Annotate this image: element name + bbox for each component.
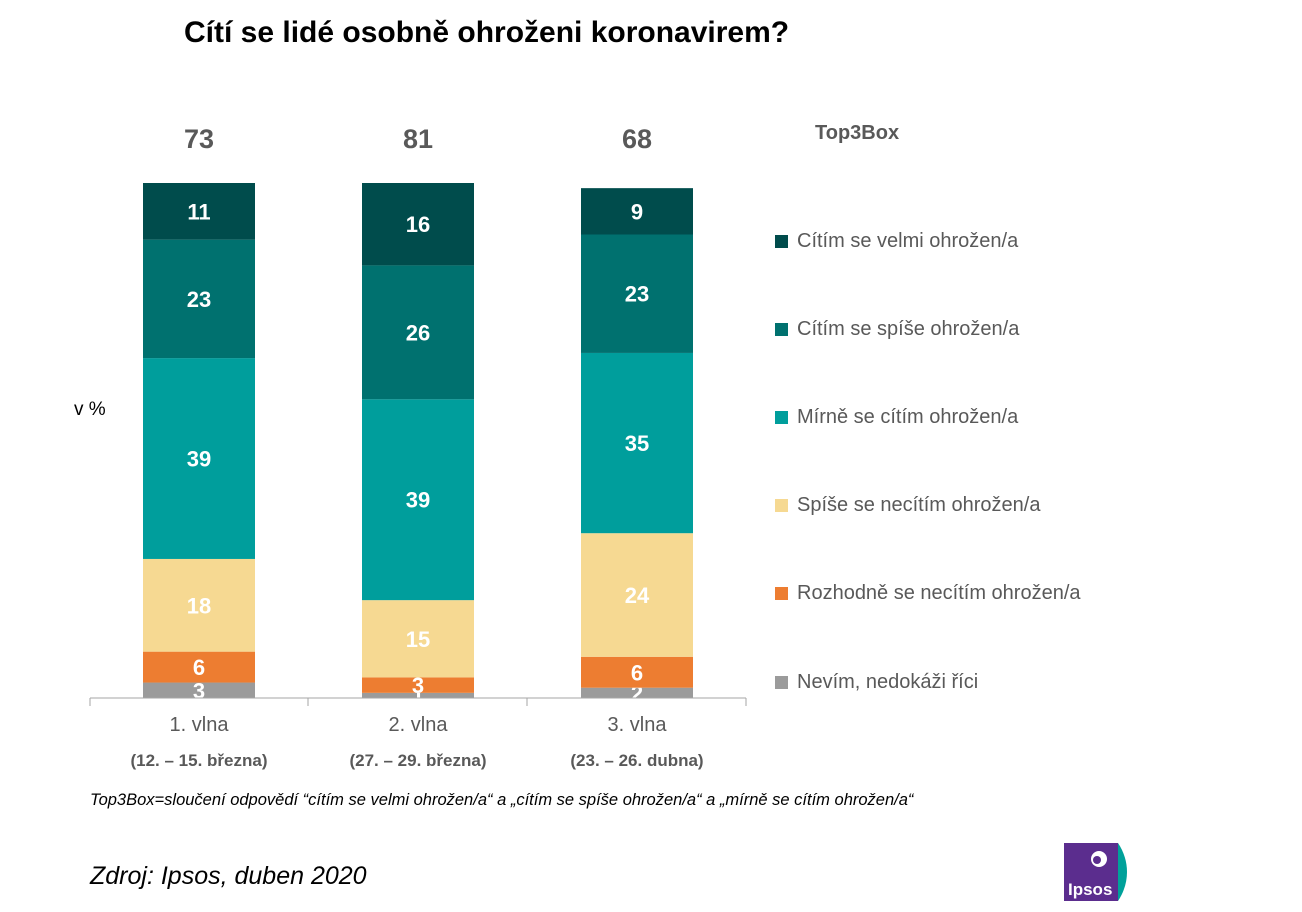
x-tick-date-label: (27. – 29. března) xyxy=(349,751,486,770)
data-label: 6 xyxy=(193,655,205,680)
bar-segment xyxy=(143,358,255,559)
legend-swatch xyxy=(775,322,788,336)
data-label: 16 xyxy=(406,212,430,237)
legend-item: Mírně se cítím ohrožen/a xyxy=(775,405,1018,429)
bar-segment xyxy=(143,651,255,683)
legend-item: Cítím se spíše ohrožen/a xyxy=(775,317,1019,341)
bar-segment xyxy=(581,533,693,657)
legend-swatch xyxy=(775,499,788,513)
data-label: 6 xyxy=(631,660,643,685)
legend-label: Spíše se necítím ohrožen/a xyxy=(797,494,1041,517)
bar-segment xyxy=(581,656,693,688)
legend-swatch xyxy=(775,410,788,424)
bar-segment xyxy=(143,183,255,240)
bar-segment xyxy=(581,687,693,698)
top3box-total: 73 xyxy=(184,124,214,154)
x-tick-date-label: (12. – 15. března) xyxy=(130,751,267,770)
chart-title: Cítí se lidé osobně ohroženi koronavirem… xyxy=(184,16,790,49)
data-label: 23 xyxy=(187,287,211,312)
bar-segment xyxy=(143,239,255,359)
bar-segment xyxy=(362,692,474,698)
bar-segment xyxy=(362,600,474,678)
legend-label: Cítím se spíše ohrožen/a xyxy=(797,317,1020,340)
top3box-total: 81 xyxy=(403,124,433,154)
ipsos-logo: Ipsos xyxy=(1064,843,1128,901)
data-label: 39 xyxy=(406,488,430,513)
data-label: 3 xyxy=(412,673,424,698)
data-label: 26 xyxy=(406,320,430,345)
legend-item: Nevím, nedokáži říci xyxy=(775,670,978,694)
x-tick-label: 3. vlna xyxy=(608,714,668,736)
bar-segment xyxy=(143,558,255,652)
data-label: 11 xyxy=(187,199,210,224)
legend-label: Mírně se cítím ohrožen/a xyxy=(797,405,1019,428)
bar-segment xyxy=(143,682,255,698)
data-label: 9 xyxy=(631,199,643,224)
bar-segment xyxy=(581,188,693,235)
data-label: 39 xyxy=(187,447,211,472)
bar-segment xyxy=(362,265,474,400)
svg-text:Ipsos: Ipsos xyxy=(1068,880,1112,899)
legend-label: Cítím se velmi ohrožen/a xyxy=(797,229,1019,252)
data-label: 24 xyxy=(625,583,650,608)
x-tick-label: 2. vlna xyxy=(389,714,449,736)
y-axis-label: v % xyxy=(74,399,106,420)
legend-item: Cítím se velmi ohrožen/a xyxy=(775,229,1018,253)
top3box-total: 68 xyxy=(622,124,652,154)
x-tick-date-label: (23. – 26. dubna) xyxy=(570,751,703,770)
bar-segment xyxy=(581,352,693,534)
bar-segment xyxy=(362,399,474,601)
footnote: Top3Box=sloučení odpovědí “cítím se velm… xyxy=(90,791,914,809)
legend-item: Spíše se necítím ohrožen/a xyxy=(775,494,1040,518)
legend-swatch xyxy=(775,234,788,248)
legend-label: Nevím, nedokáži říci xyxy=(797,670,979,693)
bar-segment xyxy=(362,677,474,693)
x-tick-label: 1. vlna xyxy=(170,714,230,736)
bar-segment xyxy=(581,234,693,353)
bar-segment xyxy=(362,183,474,266)
data-label: 3 xyxy=(193,678,205,703)
data-label: 15 xyxy=(406,627,430,652)
legend-swatch xyxy=(775,675,788,689)
data-label: 35 xyxy=(625,431,649,456)
source-note: Zdroj: Ipsos, duben 2020 xyxy=(90,862,367,890)
legend-label: Rozhodně se necítím ohrožen/a xyxy=(797,582,1081,605)
data-label: 23 xyxy=(625,282,649,307)
legend-item: Rozhodně se necítím ohrožen/a xyxy=(775,582,1081,606)
legend-title: Top3Box xyxy=(815,122,900,144)
legend-swatch xyxy=(775,587,788,601)
data-label: 18 xyxy=(187,593,211,618)
